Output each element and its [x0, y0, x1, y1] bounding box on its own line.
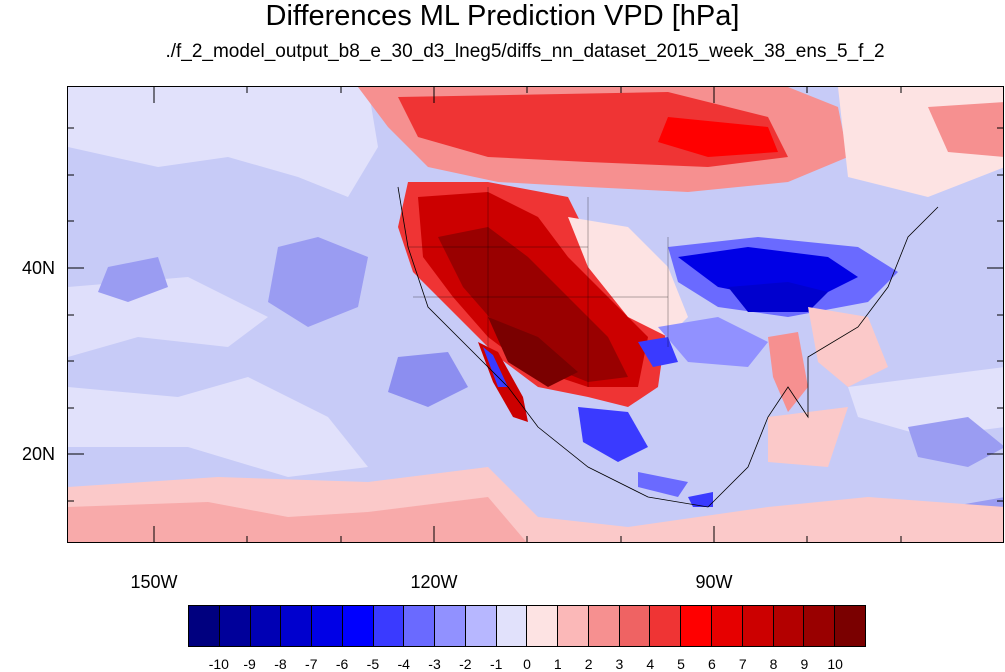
colorbar-swatch: [712, 606, 743, 646]
colorbar-swatch: [619, 606, 651, 646]
colorbar-tick-label: -4: [397, 656, 410, 672]
colorbar-swatch: [435, 606, 466, 646]
map-panel: [67, 86, 1004, 543]
colorbar-tick-label: 8: [769, 656, 778, 672]
colorbar-swatch: [527, 606, 559, 646]
colorbar-swatch: [373, 606, 405, 646]
colorbar-tick-label: 0: [523, 656, 531, 672]
colorbar-swatch: [404, 606, 436, 646]
colorbar-swatch: [650, 606, 682, 646]
colorbar-tick-label: 9: [800, 656, 809, 672]
lat-label-20n: 20N: [22, 444, 56, 464]
colorbar-tick-label: -6: [335, 656, 349, 672]
colorbar-tick-label: 10: [827, 656, 843, 672]
colorbar-tick-label: -5: [366, 656, 380, 672]
colorbar-swatch: [681, 606, 713, 646]
colorbar-tick-label: 6: [708, 656, 716, 672]
colorbar-tick-label: 3: [615, 656, 624, 672]
colorbar-tick-label: -10: [208, 656, 229, 672]
lat-label-40n: 40N: [22, 258, 56, 278]
colorbar-tick-label: -9: [243, 656, 256, 672]
colorbar-swatch: [465, 606, 497, 646]
colorbar-swatch: [835, 606, 865, 646]
colorbar-swatch: [588, 606, 620, 646]
lon-label-90w: 90W: [695, 572, 733, 592]
vpd-difference-field: [68, 87, 1003, 542]
map-title: Differences ML Prediction VPD [hPa]: [265, 0, 740, 32]
colorbar-tick-label: 4: [646, 656, 655, 672]
colorbar-swatch: [804, 606, 836, 646]
colorbar-swatch: [189, 606, 220, 646]
colorbar-swatch: [496, 606, 528, 646]
colorbar: [188, 605, 866, 647]
colorbar-swatch: [250, 606, 282, 646]
colorbar-tick-label: 5: [677, 656, 685, 672]
lon-label-150w: 150W: [130, 572, 178, 592]
colorbar-swatch: [281, 606, 313, 646]
lon-label-120w: 120W: [410, 572, 458, 592]
colorbar-swatch: [219, 606, 251, 646]
map-subtitle: ./f_2_model_output_b8_e_30_d3_lneg5/diff…: [165, 41, 885, 62]
colorbar-tick-label: -8: [274, 656, 287, 672]
colorbar-tick-label: 1: [553, 656, 562, 672]
colorbar-swatch: [773, 606, 805, 646]
colorbar-swatch: [558, 606, 589, 646]
colorbar-swatch: [742, 606, 774, 646]
colorbar-tick-label: -1: [489, 656, 503, 672]
colorbar-tick-label: 7: [738, 656, 747, 672]
colorbar-tick-label: -3: [428, 656, 441, 672]
colorbar-swatch: [312, 606, 343, 646]
colorbar-tick-label: 2: [584, 656, 593, 672]
colorbar-tick-label: -2: [459, 656, 472, 672]
colorbar-swatch: [342, 606, 374, 646]
colorbar-tick-label: -7: [305, 656, 318, 672]
